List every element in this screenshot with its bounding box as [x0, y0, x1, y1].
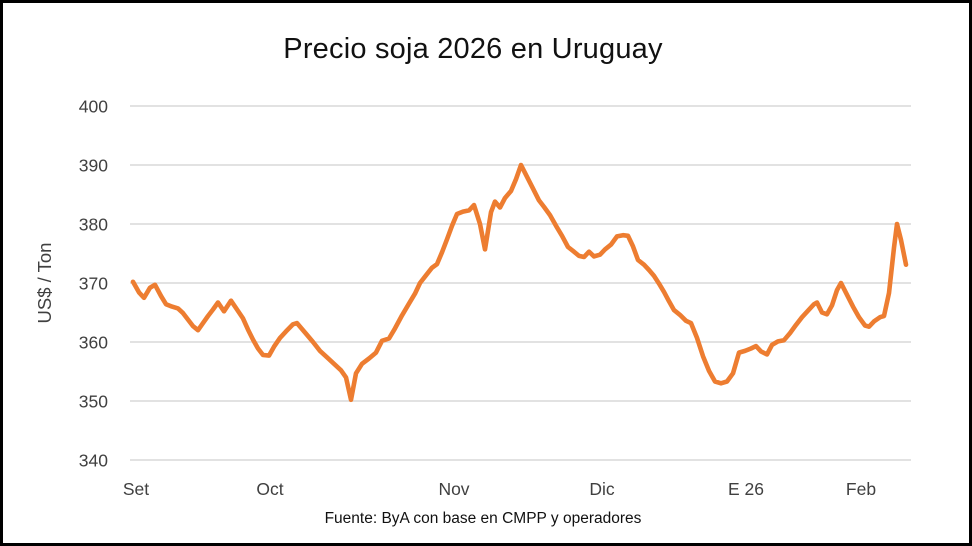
x-tick-label-set: Set	[123, 479, 149, 499]
chart-title: Precio soja 2026 en Uruguay	[283, 33, 663, 65]
y-tick-label-350: 350	[79, 392, 108, 412]
x-tick-label-nov: Nov	[438, 479, 469, 499]
x-tick-label-oct: Oct	[256, 479, 283, 499]
line-chart-plot: 400 390 380 370 360 350 340 Set Oct Nov Dic E 26 Feb…	[34, 97, 911, 499]
y-tick-label-360: 360	[79, 333, 108, 353]
y-tick-label-390: 390	[79, 156, 108, 176]
x-tick-label-feb: Feb	[846, 479, 876, 499]
y-tick-label-400: 400	[79, 97, 108, 117]
y-tick-label-380: 380	[79, 215, 108, 235]
price-series-line	[130, 162, 909, 403]
y-tick-label-340: 340	[79, 451, 108, 471]
x-tick-label-e-26: E 26	[728, 479, 764, 499]
y-tick-label-370: 370	[79, 274, 108, 294]
x-tick-label-dic: Dic	[589, 479, 615, 499]
source-note: Fuente: ByA con base en CMPP y operadore…	[324, 510, 642, 527]
y-axis-title: US$ / Ton	[34, 243, 55, 324]
